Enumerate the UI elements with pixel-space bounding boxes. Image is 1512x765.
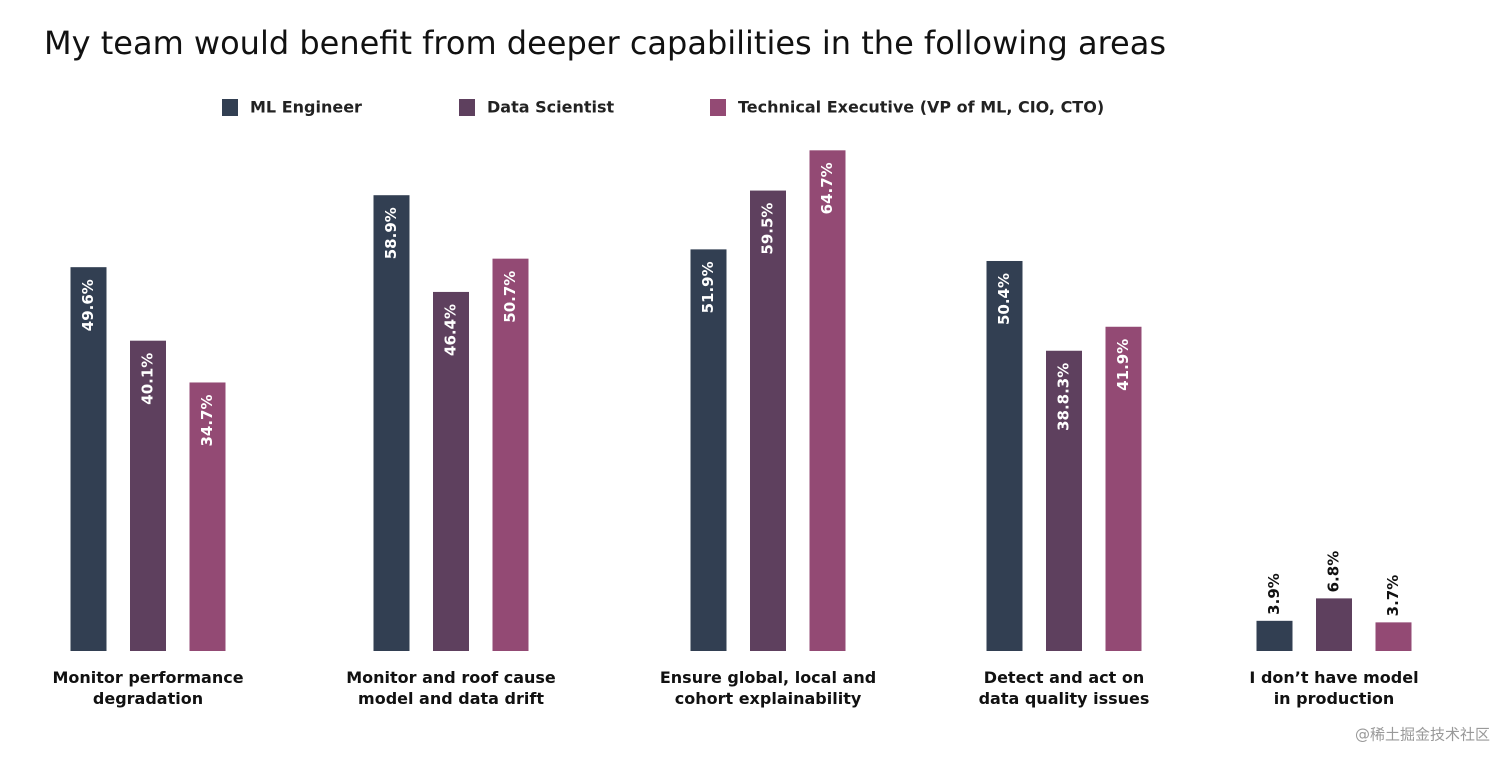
chart-title: My team would benefit from deeper capabi… xyxy=(44,24,1166,62)
bar xyxy=(1046,350,1082,651)
bar xyxy=(1256,620,1293,651)
legend-label: Data Scientist xyxy=(487,98,614,117)
bar xyxy=(750,190,786,652)
bar xyxy=(130,340,166,651)
data-label: 58.9% xyxy=(382,207,400,259)
bar xyxy=(1316,598,1352,651)
bar xyxy=(690,249,727,651)
bar xyxy=(986,260,1023,651)
data-label: 41.9% xyxy=(1114,339,1132,391)
data-label: 3.7% xyxy=(1384,575,1402,617)
bar xyxy=(189,382,226,651)
bar xyxy=(1105,326,1142,651)
data-label: 46.4% xyxy=(442,304,460,356)
bar xyxy=(70,267,107,651)
bar xyxy=(1375,622,1412,651)
legend-swatch xyxy=(710,99,726,116)
data-label: 50.7% xyxy=(501,271,519,323)
data-label: 59.5% xyxy=(759,203,777,255)
data-label: 49.6% xyxy=(79,279,97,331)
data-label: 51.9% xyxy=(699,261,717,313)
legend-swatch xyxy=(222,99,238,116)
bar xyxy=(492,258,529,651)
x-tick-label: I don’t have model in production xyxy=(1249,668,1419,708)
data-label: 64.7% xyxy=(818,162,836,214)
x-tick-label: Detect and act on data quality issues xyxy=(978,668,1150,708)
legend-label: Technical Executive (VP of ML, CIO, CTO) xyxy=(738,98,1104,117)
data-label: 6.8% xyxy=(1325,551,1343,593)
data-label: 40.1% xyxy=(139,353,157,405)
x-tick-label: Ensure global, local and cohort explaina… xyxy=(659,668,877,708)
data-label: 38.8.3% xyxy=(1055,363,1073,431)
x-tick-label: Monitor performance degradation xyxy=(52,668,244,708)
data-label: 3.9% xyxy=(1265,573,1283,615)
data-label: 34.7% xyxy=(198,394,216,446)
data-label: 50.4% xyxy=(995,273,1013,325)
bar xyxy=(809,150,846,651)
x-tick-label: Monitor and roof cause model and data dr… xyxy=(346,668,556,708)
legend-swatch xyxy=(459,99,475,116)
legend-label: ML Engineer xyxy=(250,98,362,117)
bar xyxy=(373,195,410,651)
bar xyxy=(433,291,469,651)
watermark: @稀土掘金技术社区 xyxy=(1355,726,1490,744)
